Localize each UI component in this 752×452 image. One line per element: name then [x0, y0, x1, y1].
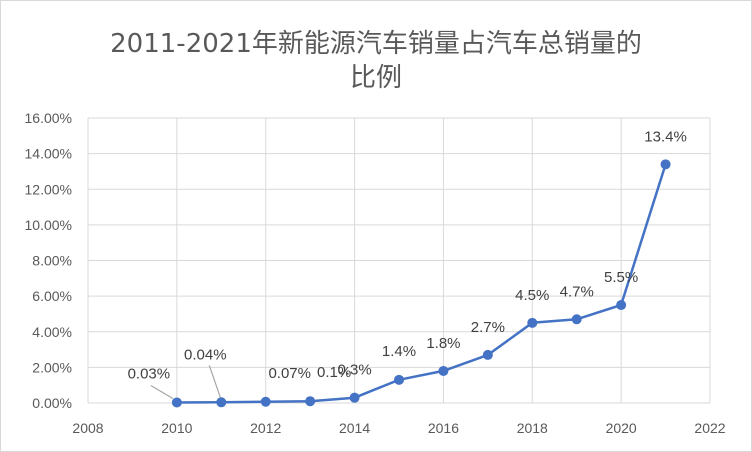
data-point: [482, 349, 493, 360]
y-tick-label: 2.00%: [32, 359, 72, 375]
data-point: [527, 317, 538, 328]
x-tick-label: 2014: [339, 420, 370, 436]
y-tick-label: 8.00%: [32, 253, 72, 269]
y-tick-label: 16.00%: [25, 110, 72, 126]
y-tick-label: 0.00%: [32, 395, 72, 411]
data-label: 0.04%: [184, 346, 227, 363]
y-tick-label: 14.00%: [25, 146, 72, 162]
data-point: [571, 314, 582, 325]
data-label: 1.4%: [382, 343, 416, 360]
series: [171, 159, 671, 408]
data-label: 13.4%: [644, 128, 687, 145]
data-point: [349, 392, 360, 403]
y-tick-label: 6.00%: [32, 288, 72, 304]
data-label: 0.3%: [337, 362, 371, 379]
leader-line: [208, 365, 221, 398]
gridlines: [87, 117, 711, 404]
y-tick-label: 12.00%: [25, 181, 72, 197]
leader-line: [150, 384, 174, 399]
x-tick-label: 2008: [72, 420, 103, 436]
y-tick-label: 10.00%: [25, 217, 72, 233]
data-point: [171, 397, 182, 408]
data-point: [616, 300, 627, 311]
chart-title-line2: 比例: [350, 63, 402, 93]
data-point: [305, 396, 316, 407]
data-label: 4.7%: [560, 283, 594, 300]
x-tick-label: 2018: [517, 420, 548, 436]
data-label: 0.1%: [317, 364, 351, 381]
data-point: [260, 396, 271, 407]
axis-ticks: 0.00% 2.00% 4.00% 6.00% 8.00% 10.00% 12.00% 14.…: [25, 110, 726, 436]
data-label: 1.8%: [426, 335, 460, 352]
x-tick-label: 2010: [161, 420, 192, 436]
data-label: 4.5%: [515, 287, 549, 304]
data-point: [660, 159, 671, 170]
data-point: [394, 374, 404, 385]
x-tick-label: 2016: [428, 420, 459, 436]
data-point: [216, 397, 227, 408]
data-label: 0.03%: [128, 365, 171, 382]
x-tick-label: 2020: [606, 420, 637, 436]
x-tick-label: 2022: [694, 420, 725, 436]
data-point: [438, 365, 449, 376]
chart-title-line1: 2011-2021年新能源汽车销量占汽车总销量的: [110, 29, 642, 59]
x-tick-label: 2012: [250, 420, 281, 436]
data-label: 2.7%: [471, 319, 505, 336]
series-line: [176, 163, 667, 404]
data-label: 0.07%: [268, 365, 311, 382]
data-labels: 0.03% 0.04% 0.07% 0.1%0.3% 1.4% 1.8% 2.7% 4.5% 4…: [128, 128, 687, 399]
data-label: 5.5%: [604, 269, 638, 286]
y-tick-label: 4.00%: [32, 324, 72, 340]
